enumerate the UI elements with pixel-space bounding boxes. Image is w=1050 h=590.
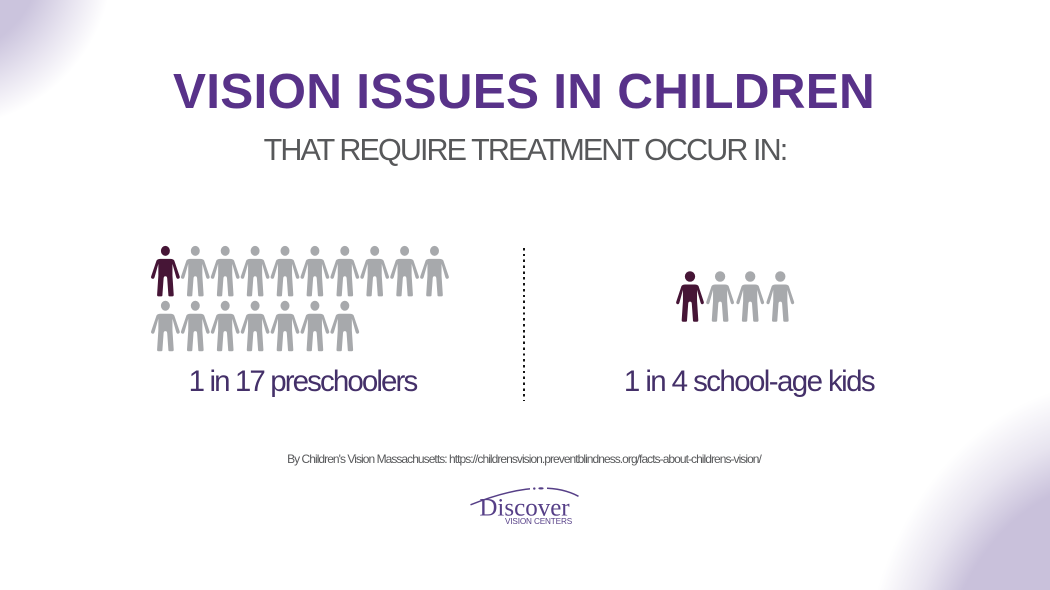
svg-text:VISION CENTERS: VISION CENTERS [505,517,573,526]
svg-text:Discover: Discover [479,495,570,522]
